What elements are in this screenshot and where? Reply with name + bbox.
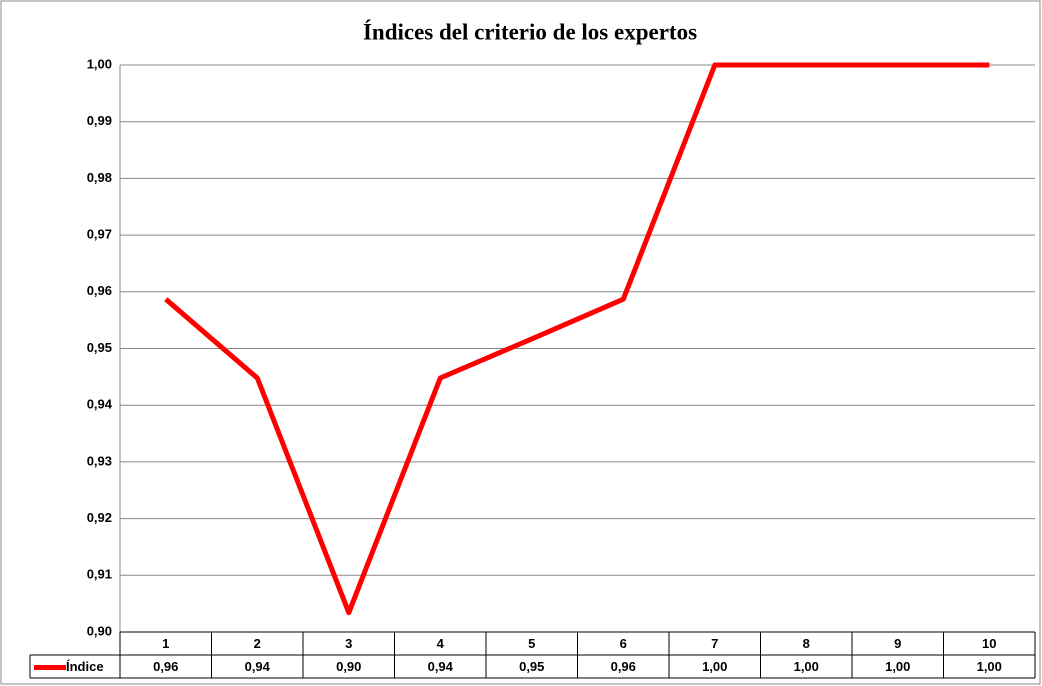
y-tick-label: 0,94 <box>87 397 113 412</box>
x-tick-label: 8 <box>803 636 810 651</box>
x-tick-label: 1 <box>162 636 169 651</box>
value-label: 0,96 <box>611 659 636 674</box>
y-tick-label: 0,92 <box>87 510 112 525</box>
y-tick-label: 0,97 <box>87 227 112 242</box>
value-label: 1,00 <box>794 659 819 674</box>
value-label: 1,00 <box>702 659 727 674</box>
x-tick-label: 9 <box>894 636 901 651</box>
value-label: 0,94 <box>428 659 454 674</box>
y-tick-label: 0,96 <box>87 283 112 298</box>
y-tick-label: 0,98 <box>87 170 112 185</box>
y-tick-label: 1,00 <box>87 56 112 71</box>
x-tick-label: 10 <box>982 636 996 651</box>
y-tick-label: 0,99 <box>87 113 112 128</box>
x-tick-label: 6 <box>620 636 627 651</box>
value-label: 1,00 <box>977 659 1002 674</box>
y-tick-label: 0,90 <box>87 623 112 638</box>
chart-title: Índices del criterio de los expertos <box>363 19 697 44</box>
legend-label: Índice <box>66 659 104 674</box>
value-label: 0,90 <box>336 659 361 674</box>
value-label: 0,95 <box>519 659 544 674</box>
value-label: 0,96 <box>153 659 178 674</box>
x-tick-label: 4 <box>437 636 445 651</box>
x-tick-label: 3 <box>345 636 352 651</box>
x-tick-label: 2 <box>254 636 261 651</box>
y-tick-label: 0,91 <box>87 567 112 582</box>
x-tick-label: 7 <box>711 636 718 651</box>
y-tick-label: 0,95 <box>87 340 112 355</box>
x-tick-label: 5 <box>528 636 535 651</box>
value-label: 1,00 <box>885 659 910 674</box>
y-tick-label: 0,93 <box>87 453 112 468</box>
value-label: 0,94 <box>245 659 271 674</box>
data-line <box>164 62 990 616</box>
